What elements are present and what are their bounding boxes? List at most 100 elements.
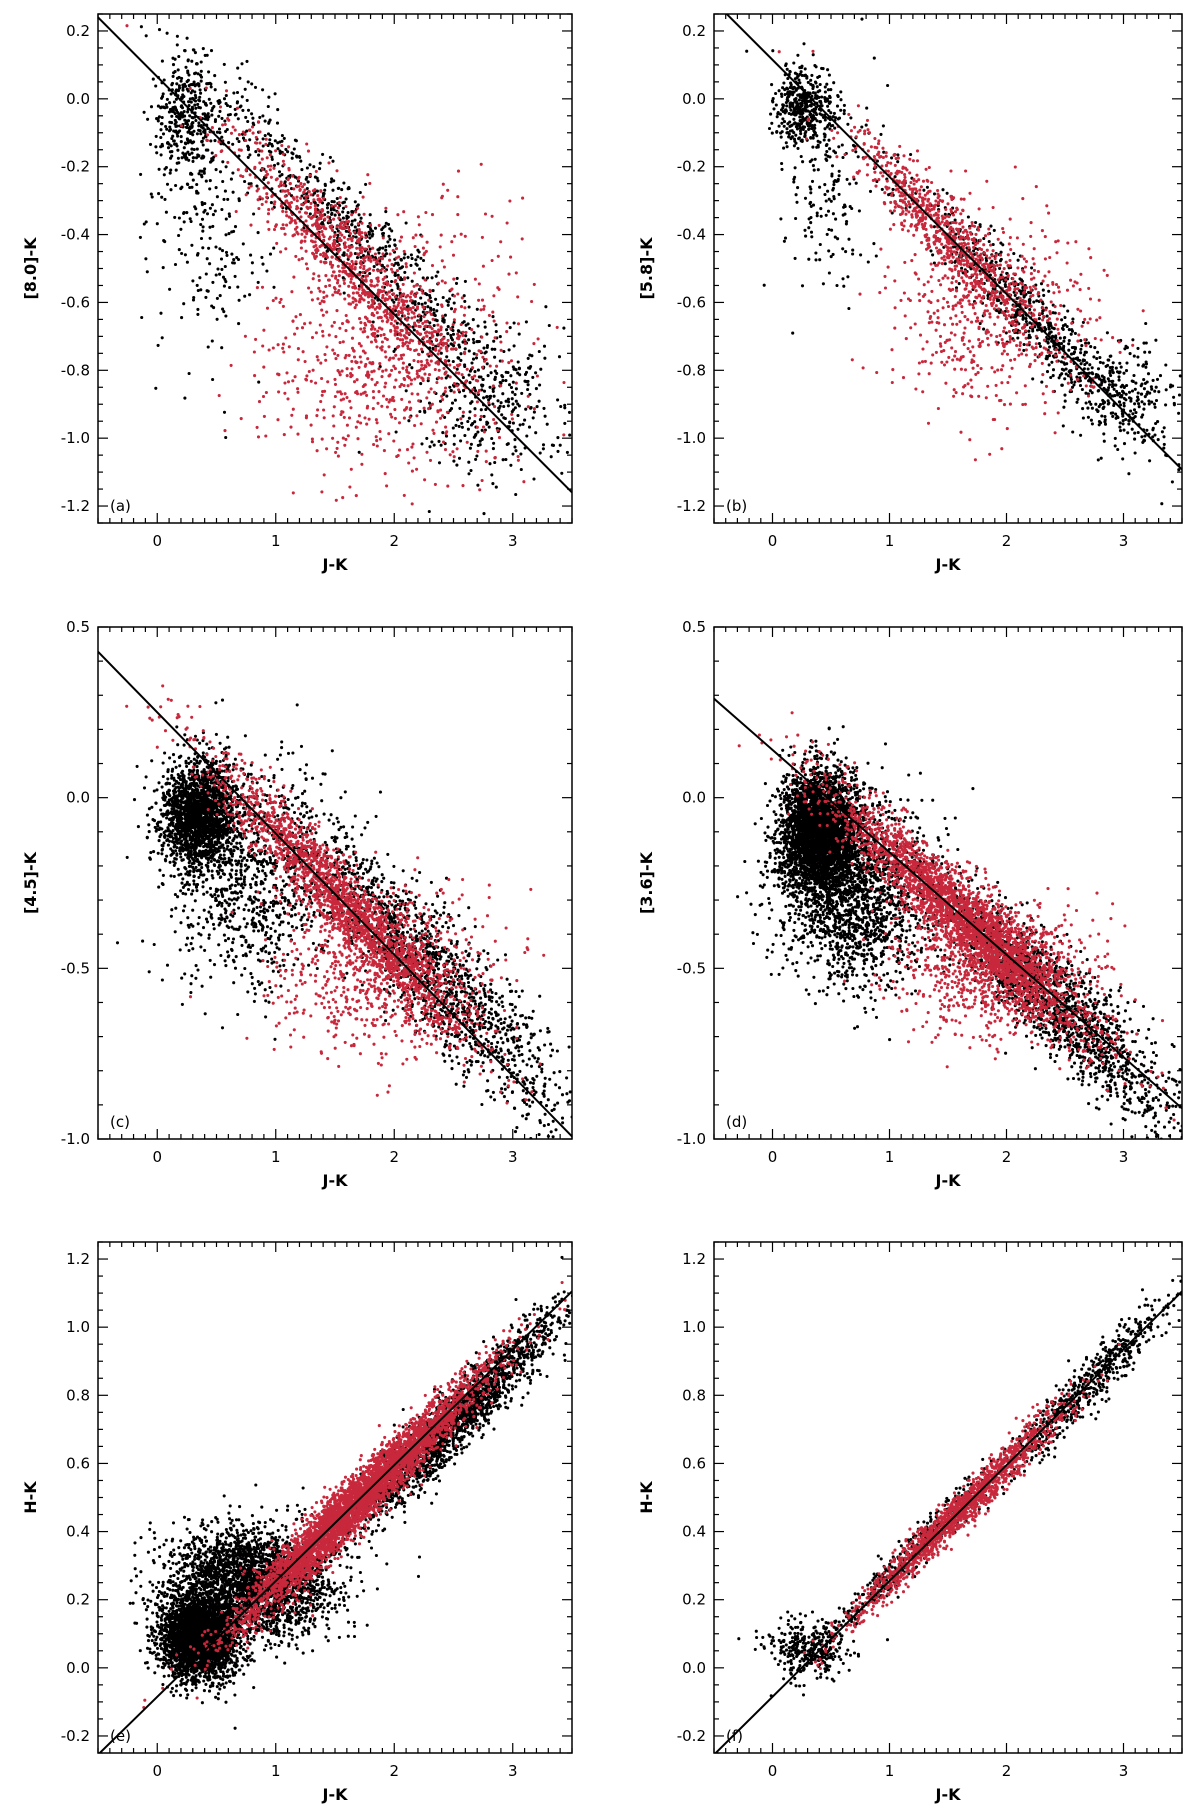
data-point [168, 101, 172, 105]
data-point [421, 291, 425, 295]
data-point [188, 139, 192, 143]
data-point [332, 200, 336, 204]
data-point [480, 388, 484, 392]
data-point [809, 78, 813, 82]
data-point [350, 264, 354, 268]
data-point [1055, 359, 1059, 363]
data-point [745, 49, 749, 53]
data-point [795, 124, 799, 128]
data-point [1121, 419, 1125, 423]
data-point [170, 109, 174, 113]
data-point [472, 352, 476, 356]
data-point [422, 406, 426, 410]
data-point [1120, 395, 1124, 399]
data-point [897, 179, 901, 183]
data-point [319, 399, 323, 404]
data-point [415, 414, 419, 418]
data-point [827, 138, 831, 142]
data-point [794, 133, 798, 137]
data-point [366, 404, 370, 408]
data-point [396, 263, 400, 267]
data-point [829, 111, 833, 115]
data-point [1153, 405, 1157, 409]
data-point [475, 340, 479, 344]
data-point [260, 255, 264, 259]
data-point [774, 103, 778, 107]
data-point [224, 250, 229, 254]
data-point [196, 252, 200, 256]
data-point [514, 387, 518, 391]
data-point [929, 249, 933, 253]
data-point [266, 164, 270, 168]
data-point [169, 127, 173, 132]
data-point [1162, 442, 1166, 446]
data-point [771, 97, 775, 101]
data-point [179, 79, 183, 83]
data-point [1102, 378, 1106, 382]
data-point [399, 353, 403, 357]
data-point [1040, 311, 1044, 315]
data-point [300, 257, 304, 261]
data-point [225, 253, 229, 257]
data-point [207, 246, 211, 250]
data-point [482, 346, 486, 350]
data-point [521, 196, 525, 200]
data-point [439, 328, 443, 332]
data-point [1111, 414, 1115, 418]
data-point [361, 254, 366, 258]
data-point [169, 92, 173, 96]
data-point [175, 43, 179, 47]
data-point [282, 433, 286, 437]
data-point [462, 338, 467, 342]
data-point [359, 260, 363, 264]
data-point [506, 397, 510, 401]
data-point [1073, 331, 1077, 335]
data-point [368, 271, 372, 276]
data-point [350, 336, 355, 340]
data-point [353, 306, 357, 310]
data-point [349, 280, 353, 284]
data-point [1142, 402, 1146, 406]
data-point [304, 249, 308, 253]
data-point [355, 360, 359, 364]
data-point [886, 169, 890, 173]
data-point [409, 253, 413, 257]
data-point [316, 216, 320, 220]
data-point [224, 93, 228, 98]
data-point [508, 421, 512, 425]
data-point [335, 196, 339, 201]
data-point [1047, 289, 1051, 293]
data-point [305, 186, 309, 191]
data-point [344, 329, 348, 333]
data-point [798, 112, 803, 116]
data-point [304, 262, 308, 266]
data-point [1107, 383, 1112, 387]
data-point [484, 460, 488, 464]
data-point [198, 88, 202, 92]
data-point [490, 436, 494, 441]
data-point [352, 355, 357, 359]
data-point [321, 313, 325, 317]
data-point [369, 259, 373, 263]
data-point [794, 193, 798, 197]
data-point [175, 34, 179, 38]
data-point [550, 443, 554, 447]
data-point [497, 436, 502, 440]
data-point [433, 482, 437, 486]
data-point [315, 449, 319, 453]
data-point [1113, 444, 1117, 448]
data-point [235, 137, 239, 141]
data-point [363, 351, 367, 355]
data-point [293, 375, 297, 379]
data-point [256, 280, 260, 284]
data-point [842, 112, 846, 116]
data-point [851, 143, 856, 147]
data-point [1164, 403, 1168, 407]
data-point [281, 223, 285, 227]
data-point [363, 293, 367, 297]
data-point [358, 300, 362, 304]
data-point [1095, 356, 1099, 361]
data-point [504, 379, 508, 383]
data-point [936, 192, 940, 196]
data-point [833, 126, 837, 130]
